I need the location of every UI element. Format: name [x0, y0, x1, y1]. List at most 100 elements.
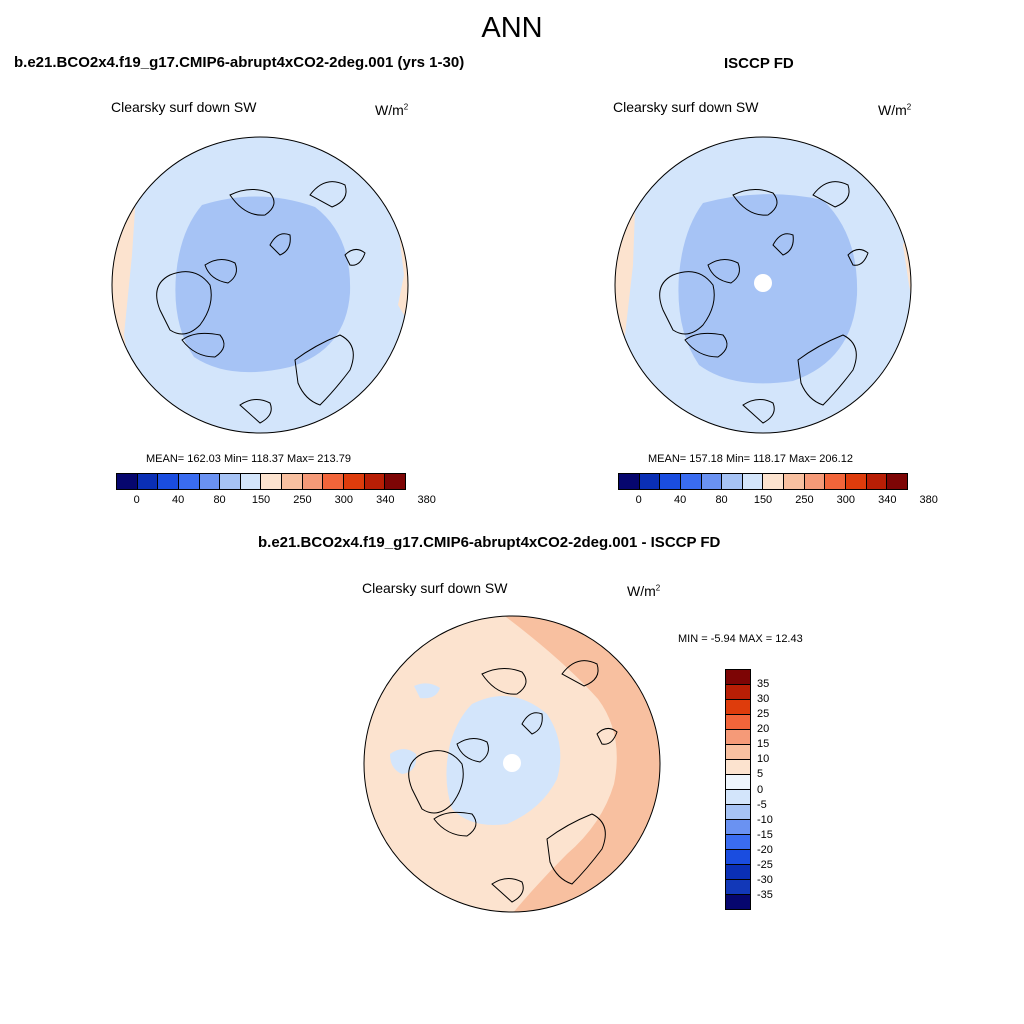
colorbar-cell: [726, 730, 750, 745]
right-units-label: W/m2: [878, 102, 911, 118]
diff-map-outline: [363, 615, 661, 913]
colorbar-tick-label: 15: [757, 738, 770, 751]
colorbar-cell: [726, 685, 750, 700]
colorbar-tick-label: 35: [757, 678, 770, 691]
colorbar-cell: [680, 474, 702, 489]
colorbar-tick-label: -5: [757, 798, 767, 811]
colorbar-cell: [137, 474, 159, 489]
colorbar-cell: [887, 474, 907, 489]
colorbar-tick-label: 150: [753, 494, 773, 506]
colorbar-tick-label: -35: [757, 888, 773, 901]
colorbar-tick-label: 150: [251, 494, 271, 506]
diff-units-label: W/m2: [627, 583, 660, 599]
colorbar-cell: [726, 895, 750, 909]
right-coastlines: [659, 181, 869, 424]
diff-stats: MIN = -5.94 MAX = 12.43: [678, 633, 803, 645]
colorbar-tick-label: 5: [757, 768, 764, 781]
colorbar-cell: [726, 715, 750, 730]
diff-colorbar: [725, 669, 751, 910]
colorbar-cell: [199, 474, 221, 489]
right-map-pole-hole: [754, 274, 772, 292]
diff-field-label: Clearsky surf down SW: [362, 580, 508, 596]
colorbar-cell: [220, 474, 241, 489]
main-title: ANN: [481, 12, 543, 44]
colorbar-cell: [364, 474, 386, 489]
colorbar-tick-label: 300: [836, 494, 856, 506]
colorbar-cell: [726, 790, 750, 805]
right-units-exp: 2: [906, 102, 912, 112]
colorbar-cell: [846, 474, 867, 489]
diff-map-warm-region-east: [502, 616, 660, 912]
colorbar-cell: [866, 474, 888, 489]
colorbar-cell: [158, 474, 179, 489]
colorbar-tick-label: 0: [133, 494, 140, 506]
left-units-label: W/m2: [375, 102, 408, 118]
left-field-label: Clearsky surf down SW: [111, 99, 257, 115]
right-colorbar: [618, 473, 908, 490]
colorbar-cell: [302, 474, 324, 489]
diff-polar-map: [363, 615, 661, 913]
colorbar-tick-label: 80: [715, 494, 728, 506]
colorbar-tick-label: 380: [417, 494, 436, 506]
colorbar-cell: [726, 850, 750, 865]
right-units-text: W/m: [878, 102, 907, 118]
colorbar-tick-label: 20: [757, 723, 770, 736]
left-coastlines: [156, 181, 366, 424]
colorbar-cell: [178, 474, 200, 489]
right-stats: MEAN= 157.18 Min= 118.17 Max= 206.12: [648, 453, 853, 465]
colorbar-cell: [726, 775, 750, 790]
colorbar-cell: [726, 835, 750, 850]
diff-units-text: W/m: [627, 583, 656, 599]
left-panel-heading: b.e21.BCO2x4.f19_g17.CMIP6-abrupt4xCO2-2…: [14, 54, 465, 71]
colorbar-cell: [619, 474, 640, 489]
colorbar-tick-label: 300: [334, 494, 354, 506]
colorbar-tick-label: -15: [757, 828, 773, 841]
colorbar-cell: [726, 805, 750, 820]
right-field-label: Clearsky surf down SW: [613, 99, 759, 115]
colorbar-cell: [240, 474, 262, 489]
diff-map-cool-patch-north: [414, 683, 440, 699]
colorbar-tick-label: 0: [635, 494, 642, 506]
diff-coastlines: [408, 660, 618, 903]
colorbar-cell: [825, 474, 847, 489]
colorbar-tick-label: 0: [757, 783, 764, 796]
colorbar-tick-label: 250: [293, 494, 312, 506]
colorbar-cell: [726, 820, 750, 835]
colorbar-cell: [726, 670, 750, 685]
colorbar-cell: [726, 880, 750, 895]
colorbar-cell: [726, 745, 750, 760]
colorbar-tick-label: 40: [172, 494, 185, 506]
diff-panel-heading: b.e21.BCO2x4.f19_g17.CMIP6-abrupt4xCO2-2…: [258, 534, 721, 551]
colorbar-cell: [763, 474, 785, 489]
left-polar-map: [111, 136, 409, 434]
diff-units-exp: 2: [655, 583, 661, 593]
colorbar-tick-label: -30: [757, 873, 773, 886]
colorbar-tick-label: 40: [674, 494, 687, 506]
diff-map-pole-hole: [503, 754, 521, 772]
colorbar-cell: [726, 865, 750, 880]
left-stats: MEAN= 162.03 Min= 118.37 Max= 213.79: [146, 453, 351, 465]
left-units-exp: 2: [403, 102, 409, 112]
right-polar-map: [614, 136, 912, 434]
colorbar-cell: [660, 474, 681, 489]
colorbar-tick-label: 30: [757, 693, 770, 706]
colorbar-tick-label: 25: [757, 708, 770, 721]
colorbar-tick-label: -10: [757, 813, 773, 826]
colorbar-tick-label: 340: [878, 494, 897, 506]
colorbar-cell: [282, 474, 303, 489]
colorbar-cell: [385, 474, 405, 489]
colorbar-tick-label: 80: [213, 494, 226, 506]
colorbar-cell: [784, 474, 805, 489]
colorbar-cell: [726, 760, 750, 775]
left-units-text: W/m: [375, 102, 404, 118]
left-map-inner-region: [175, 196, 351, 373]
colorbar-tick-label: -25: [757, 858, 773, 871]
colorbar-cell: [804, 474, 826, 489]
colorbar-cell: [117, 474, 138, 489]
colorbar-tick-label: 250: [795, 494, 814, 506]
colorbar-cell: [639, 474, 661, 489]
colorbar-tick-label: 380: [919, 494, 938, 506]
colorbar-cell: [701, 474, 723, 489]
colorbar-tick-label: 10: [757, 753, 770, 766]
colorbar-cell: [722, 474, 743, 489]
